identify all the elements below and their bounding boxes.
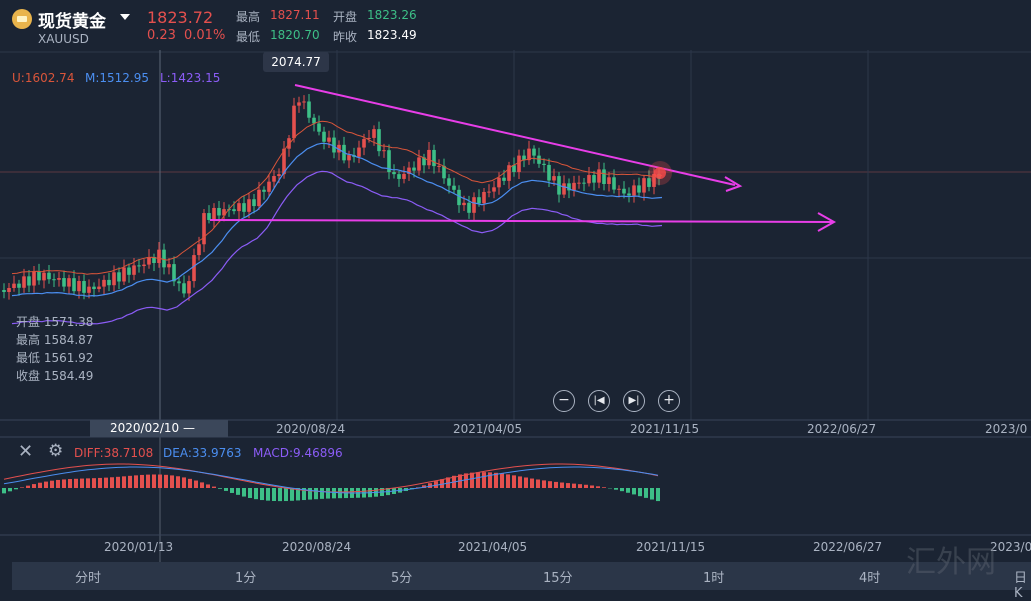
prev-close-value: 1823.49	[367, 28, 417, 42]
price-change: 0.23	[147, 28, 176, 43]
prev-close-label: 昨收	[333, 28, 357, 45]
open-value: 1823.26	[367, 8, 417, 22]
instrument-title[interactable]: 现货黄金	[38, 7, 106, 32]
timeframe-4h[interactable]: 4时	[859, 567, 880, 586]
candle-high: 最高 1584.87	[16, 331, 93, 348]
chart-area[interactable]	[0, 50, 1031, 562]
gold-logo-icon	[12, 9, 32, 29]
macd-value-label: MACD:9.46896	[253, 446, 343, 460]
x-tick: 2023/0	[985, 422, 1027, 436]
candlesticks	[2, 94, 661, 301]
boll-lower-label: L:1423.15	[160, 71, 220, 85]
macd-x-tick: 2021/04/05	[458, 540, 527, 554]
x-tick: 2020/08/24	[276, 422, 345, 436]
support-trendline	[210, 220, 832, 222]
timeframe-daily[interactable]: 日K	[1014, 567, 1031, 601]
macd-x-tick: 2020/01/13	[104, 540, 173, 554]
high-label: 最高	[236, 8, 260, 25]
x-tick: 2021/11/15	[630, 422, 699, 436]
scroll-start-button[interactable]: |◀	[588, 390, 610, 412]
last-price: 1823.72	[147, 8, 213, 27]
macd-histogram	[2, 472, 660, 501]
timeframe-15m[interactable]: 15分	[543, 567, 573, 586]
timeframe-1h[interactable]: 1时	[703, 567, 724, 586]
open-label: 开盘	[333, 8, 357, 25]
boll-middle-label: M:1512.95	[85, 71, 149, 85]
timeframe-tick[interactable]: 分时	[75, 567, 101, 586]
x-tick: 2021/04/05	[453, 422, 522, 436]
macd-diff-label: DIFF:38.7108	[74, 446, 153, 460]
low-value: 1820.70	[270, 28, 320, 42]
scroll-end-button[interactable]: ▶|	[623, 390, 645, 412]
macd-x-tick: 2020/08/24	[282, 540, 351, 554]
candle-close: 收盘 1584.49	[16, 367, 93, 384]
chevron-down-icon[interactable]	[120, 14, 130, 20]
peak-price-tooltip: 2074.77	[263, 52, 329, 72]
macd-x-tick: 2022/06/27	[813, 540, 882, 554]
macd-x-tick: 2021/11/15	[636, 540, 705, 554]
candle-open: 开盘 1571.38	[16, 313, 93, 330]
low-label: 最低	[236, 28, 260, 45]
candle-low: 最低 1561.92	[16, 349, 93, 366]
last-price-glow	[648, 161, 672, 185]
x-tick: 2022/06/27	[807, 422, 876, 436]
zoom-out-button[interactable]: −	[553, 390, 575, 412]
close-icon[interactable]: ✕	[18, 441, 33, 462]
timeframe-5m[interactable]: 5分	[391, 567, 412, 586]
crosshair-date-label: 2020/02/10 —	[90, 420, 228, 437]
watermark-logo: 汇外网	[906, 537, 996, 581]
zoom-in-button[interactable]: +	[658, 390, 680, 412]
instrument-symbol: XAUUSD	[38, 32, 89, 46]
macd-dea-line	[4, 467, 658, 493]
settings-icon[interactable]: ⚙	[48, 441, 63, 461]
macd-x-tick: 2023/0	[990, 540, 1031, 554]
macd-dea-label: DEA:33.9763	[163, 446, 242, 460]
price-change-percent: 0.01%	[184, 28, 225, 43]
timeframe-1m[interactable]: 1分	[235, 567, 256, 586]
high-value: 1827.11	[270, 8, 320, 22]
boll-upper-label: U:1602.74	[12, 71, 74, 85]
